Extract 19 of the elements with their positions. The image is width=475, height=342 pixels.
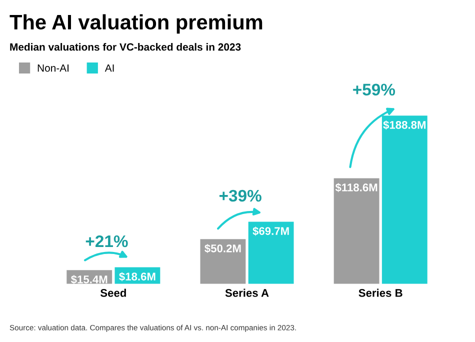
x-tick-label: Series A [225,288,269,297]
data-label: $50.2M [204,244,241,254]
chart-title: The AI valuation premium [10,14,262,34]
data-label: $18.6M [119,272,156,282]
bar [200,239,246,284]
legend-label: AI [104,64,114,72]
bar [248,222,294,284]
bar [334,178,380,284]
data-label: $69.7M [252,226,289,236]
data-label: $188.8M [383,120,426,130]
chart-subtitle: Median valuations for VC-backed deals in 2023 [10,43,241,51]
text: +59% [353,84,396,96]
annotation: +39% [219,190,262,202]
data-label: $15.4M [70,274,108,284]
x-tick-label: Series B [358,288,402,297]
x-tick-label: Seed [100,288,126,297]
legend-label: Non-AI [38,64,68,72]
annotation: +21% [86,235,128,248]
data-label: $118.6M [335,183,378,192]
